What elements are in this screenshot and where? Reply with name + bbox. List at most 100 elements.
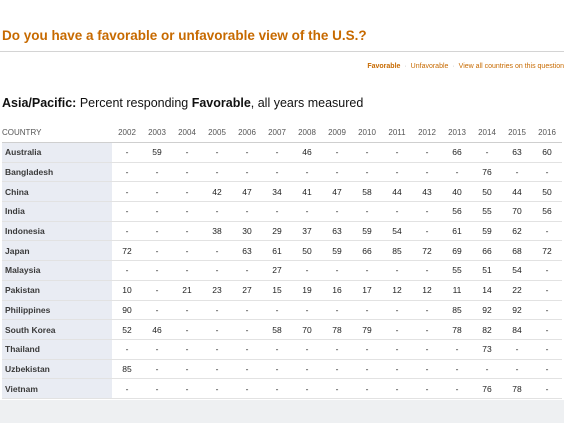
value-cell: 69 [442,240,472,262]
value-cell: - [142,300,172,321]
value-cell: - [112,201,142,222]
table-row: Uzbekistan 85- - - - - - - - - - - - - - [2,359,562,380]
column-header-year: 2011 [382,123,412,143]
view-links: Favorable · Unfavorable · View all count… [367,63,564,70]
value-cell: 62 [502,221,532,242]
value-cell: - [142,339,172,360]
value-cell: - [472,359,502,380]
value-cell: - [352,260,382,281]
value-cell: - [322,162,352,183]
value-cell: 11 [442,280,472,301]
unfavorable-link[interactable]: Unfavorable [410,63,449,70]
value-cell: - [322,260,352,281]
value-cell: 90 [112,300,142,321]
value-cell: 76 [472,162,502,183]
table-row: China - - -42 47 34 41 47 58 44 43 40 50 44 50 [2,181,562,203]
value-cell: - [532,280,562,301]
column-header-year: 2014 [472,123,502,143]
value-cell: 59 [352,221,382,242]
value-cell: - [322,300,352,321]
value-cell: 27 [232,280,262,301]
value-cell: 52 [112,319,142,340]
value-cell: 70 [292,319,322,340]
value-cell: - [352,359,382,380]
value-cell: - [472,142,502,163]
value-cell: - [232,359,262,380]
value-cell: - [412,221,442,242]
value-cell: 56 [442,201,472,222]
value-cell: 54 [382,221,412,242]
value-cell: 41 [292,181,322,203]
value-cell: 27 [262,260,292,281]
country-cell: South Korea [2,319,112,340]
value-cell: 29 [262,221,292,242]
favorable-link[interactable]: Favorable [367,63,401,70]
column-header-year: 2007 [262,123,292,143]
country-cell: Malaysia [2,260,112,281]
value-cell: - [412,300,442,321]
value-cell: 72 [412,240,442,262]
value-cell: - [532,359,562,380]
value-cell: - [532,162,562,183]
country-cell: Philippines [2,300,112,321]
value-cell: 78 [502,378,532,399]
value-cell: 55 [442,260,472,281]
value-cell: - [262,339,292,360]
value-cell: - [142,359,172,380]
value-cell: 72 [112,240,142,262]
value-cell: - [412,339,442,360]
view-all-countries-link[interactable]: View all countries on this question [458,63,564,70]
country-cell: Bangladesh [2,162,112,183]
column-header-year: 2005 [202,123,232,143]
page-frame: Do you have a favorable or unfavorable v… [0,0,564,400]
value-cell: - [172,378,202,399]
value-cell: - [202,162,232,183]
value-cell: - [442,339,472,360]
value-cell: - [112,221,142,242]
value-cell: 50 [532,181,562,203]
country-cell: Australia [2,142,112,163]
value-cell: - [142,280,172,301]
value-cell: 47 [322,181,352,203]
column-header-year: 2015 [502,123,532,143]
value-cell: - [292,359,322,380]
table-row: Pakistan 10-21 23 27 15 19 16 17 12 12 11 14 22- [2,280,562,301]
value-cell: - [322,339,352,360]
value-cell: - [172,142,202,163]
value-cell: - [112,162,142,183]
value-cell: - [412,162,442,183]
value-cell: 66 [352,240,382,262]
value-cell: 42 [202,181,232,203]
value-cell: - [532,300,562,321]
value-cell: 55 [472,201,502,222]
value-cell: - [172,319,202,340]
region-label: Asia/Pacific: [2,96,77,110]
value-cell: 59 [472,221,502,242]
value-cell: 59 [142,142,172,163]
value-cell: 47 [232,181,262,203]
value-cell: - [442,162,472,183]
value-cell: - [172,339,202,360]
value-cell: - [292,201,322,222]
value-cell: 58 [262,319,292,340]
value-cell: 30 [232,221,262,242]
value-cell: - [232,319,262,340]
value-cell: 50 [292,240,322,262]
value-cell: - [172,221,202,242]
country-cell: Pakistan [2,280,112,301]
value-cell: - [142,201,172,222]
column-header-year: 2016 [532,123,562,143]
value-cell: 85 [382,240,412,262]
value-cell: 40 [442,181,472,203]
country-cell: Vietnam [2,378,112,399]
column-header-year: 2008 [292,123,322,143]
value-cell: - [442,359,472,380]
value-cell: - [382,359,412,380]
value-cell: - [172,260,202,281]
value-cell: - [262,162,292,183]
table-subtitle: Asia/Pacific: Percent responding Favorab… [2,96,363,110]
value-cell: - [112,142,142,163]
value-cell: 66 [472,240,502,262]
value-cell: 21 [172,280,202,301]
value-cell: 15 [262,280,292,301]
